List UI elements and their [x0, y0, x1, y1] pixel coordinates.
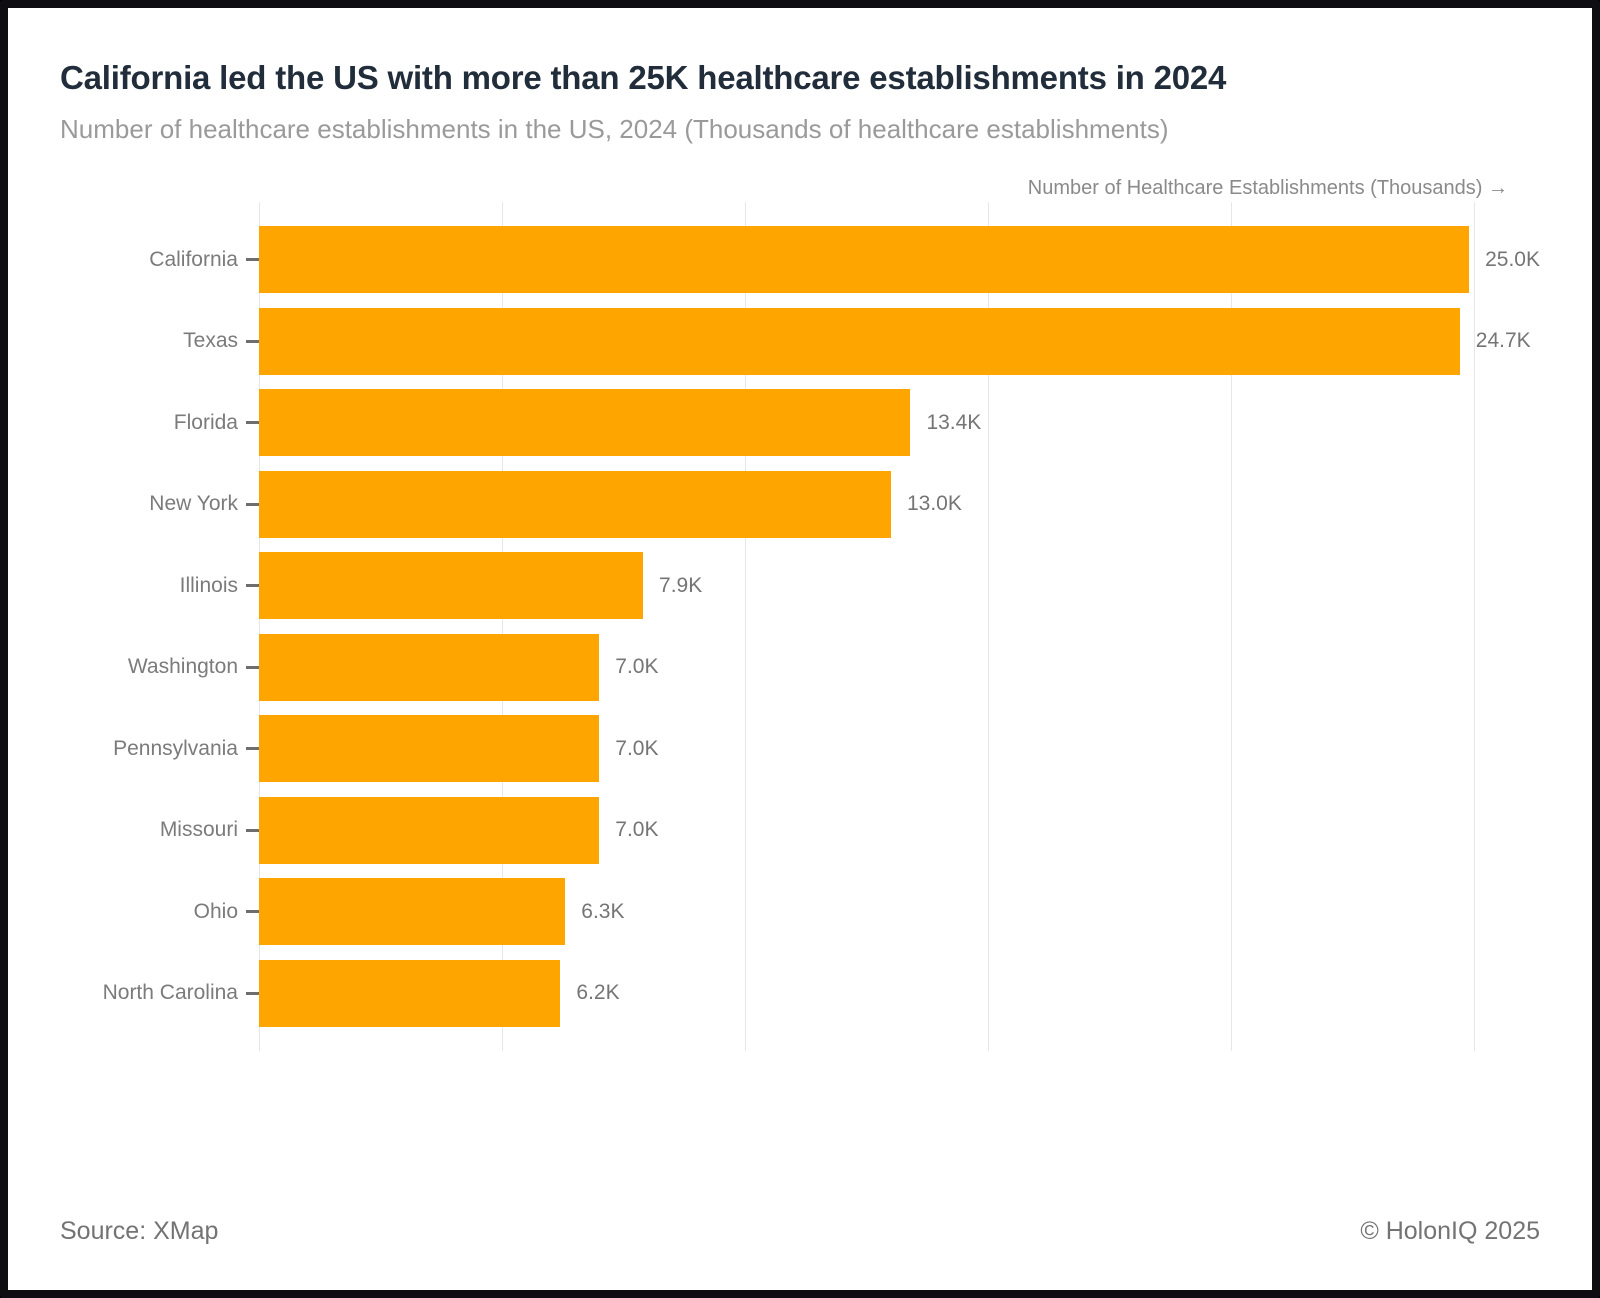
category-label: North Carolina	[102, 981, 238, 1005]
chart-row: California 25.0K	[60, 219, 1540, 301]
gridline	[988, 201, 990, 1051]
category-label: Illinois	[179, 573, 238, 597]
chart-row: Washington 7.0K	[60, 626, 1540, 708]
value-label: 7.0K	[615, 818, 659, 842]
category-label: Florida	[173, 410, 238, 434]
bar	[259, 959, 561, 1027]
value-label: 13.4K	[926, 410, 982, 434]
y-axis-tick	[246, 991, 259, 995]
y-axis-tick	[246, 747, 259, 751]
bar-track: 13.0K	[259, 470, 1540, 538]
bar	[259, 715, 600, 783]
bar	[259, 796, 600, 864]
bar-track: 7.0K	[259, 796, 1540, 864]
category-label: Texas	[183, 329, 238, 353]
value-label: 6.3K	[581, 899, 625, 923]
value-label: 7.0K	[615, 736, 659, 760]
value-label: 13.0K	[906, 492, 962, 516]
y-axis-tick	[246, 502, 259, 506]
y-axis-tick	[246, 665, 259, 669]
y-axis-tick	[246, 584, 259, 588]
bar	[259, 552, 644, 620]
category-label: California	[149, 247, 238, 271]
value-label: 7.9K	[659, 573, 703, 597]
source-text: Source: XMap	[60, 1217, 219, 1245]
bar-track: 6.3K	[259, 878, 1540, 946]
category-label: New York	[149, 492, 238, 516]
value-label: 25.0K	[1485, 247, 1540, 271]
bar-track: 24.7K	[259, 307, 1540, 375]
bar-track: 7.0K	[259, 633, 1540, 701]
gridline	[502, 201, 504, 1051]
y-axis-tick	[246, 828, 259, 832]
category-label: Pennsylvania	[113, 736, 238, 760]
page: California led the US with more than 25K…	[8, 8, 1592, 1290]
y-axis-tick	[246, 421, 259, 425]
chart-rows: California 25.0K Texas 24.7K Florida 13.4K New…	[60, 202, 1540, 1051]
gridline	[259, 201, 260, 1051]
bar	[259, 633, 600, 701]
bar	[259, 878, 566, 946]
chart-row: Florida 13.4K	[60, 382, 1540, 464]
chart-row: Illinois 7.9K	[60, 545, 1540, 627]
gridline	[1474, 201, 1476, 1051]
value-label: 7.0K	[615, 655, 659, 679]
bar	[259, 389, 911, 457]
bar	[259, 470, 891, 538]
chart-row: New York 13.0K	[60, 463, 1540, 545]
chart-title: California led the US with more than 25K…	[60, 59, 1227, 96]
bar-track: 6.2K	[259, 959, 1540, 1027]
category-label: Washington	[127, 655, 238, 679]
bar	[259, 307, 1460, 375]
category-label: Ohio	[193, 899, 238, 923]
bar-track: 25.0K	[259, 226, 1540, 294]
y-axis-tick	[246, 910, 259, 914]
y-axis-tick	[246, 258, 259, 262]
category-label: Missouri	[159, 818, 238, 842]
chart-row: Ohio 6.3K	[60, 871, 1540, 953]
value-label: 24.7K	[1475, 329, 1531, 353]
chart-subtitle: Number of healthcare establishments in t…	[60, 113, 1169, 144]
chart-row: North Carolina 6.2K	[60, 952, 1540, 1034]
chart-row: Pennsylvania 7.0K	[60, 708, 1540, 790]
gridlines	[259, 201, 1540, 1051]
gridline	[1231, 201, 1233, 1051]
bar	[259, 226, 1470, 294]
bar-track: 7.9K	[259, 552, 1540, 620]
bar-track: 13.4K	[259, 389, 1540, 457]
bar-track: 7.0K	[259, 715, 1540, 783]
footer: Source: XMap © HolonIQ 2025	[60, 1217, 1540, 1254]
bar-chart: California 25.0K Texas 24.7K Florida 13.4K New…	[60, 201, 1540, 1051]
chart-row: Texas 24.7K	[60, 300, 1540, 382]
gridline	[745, 201, 747, 1051]
value-label: 6.2K	[576, 981, 620, 1005]
copyright-text: © HolonIQ 2025	[1360, 1217, 1540, 1245]
x-axis-title: Number of Healthcare Establishments (Tho…	[1027, 176, 1508, 199]
chart-row: Missouri 7.0K	[60, 789, 1540, 871]
y-axis-tick	[246, 339, 259, 343]
